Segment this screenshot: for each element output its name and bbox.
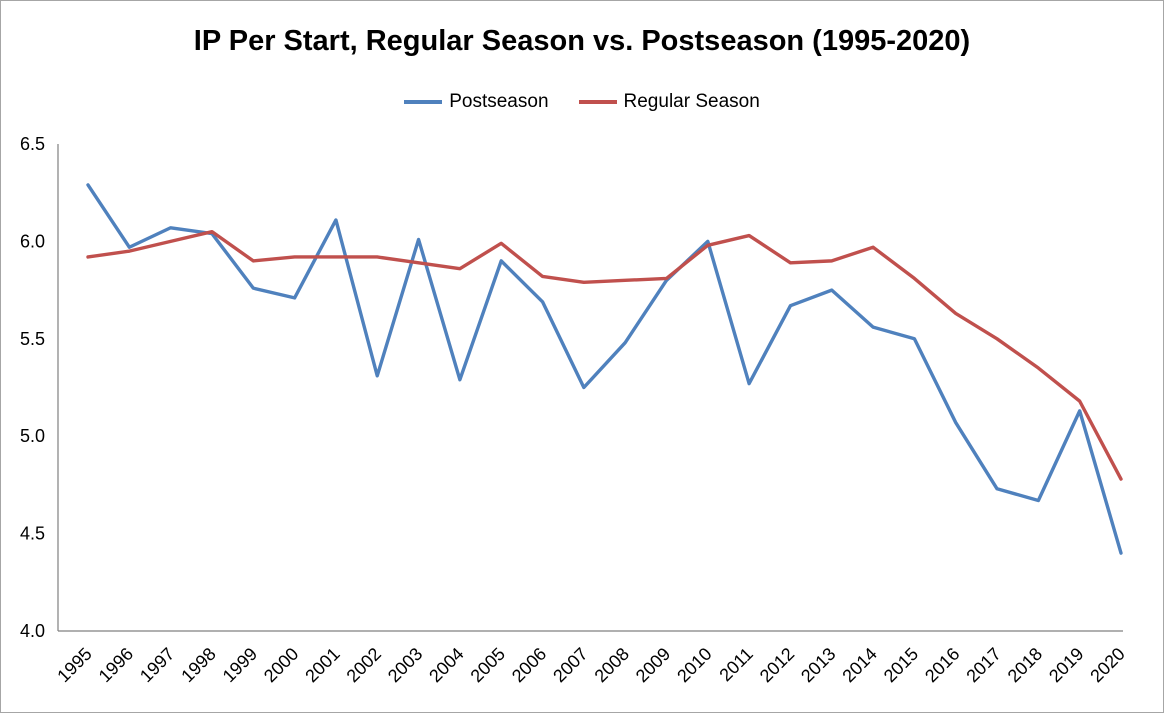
y-tick-label: 4.5 xyxy=(20,524,45,544)
x-tick-label: 2016 xyxy=(921,644,963,686)
x-tick-label: 2011 xyxy=(715,644,757,686)
chart-legend: Postseason Regular Season xyxy=(1,91,1163,113)
x-tick-label: 2015 xyxy=(880,644,922,686)
chart-title: IP Per Start, Regular Season vs. Postsea… xyxy=(193,25,971,57)
y-tick-label: 5.5 xyxy=(20,329,45,349)
x-tick-label: 2002 xyxy=(343,644,385,686)
x-tick-label: 2019 xyxy=(1045,644,1087,686)
x-tick-label: 1998 xyxy=(177,644,219,686)
y-tick-label: 5.0 xyxy=(20,426,45,446)
x-tick-label: 2013 xyxy=(797,644,839,686)
x-tick-label: 2006 xyxy=(508,644,550,686)
y-tick-label: 6.5 xyxy=(20,134,45,154)
x-tick-label: 2001 xyxy=(301,644,343,686)
y-tick-label: 6.0 xyxy=(20,231,45,251)
legend-item-postseason: Postseason xyxy=(404,91,549,113)
x-tick-label: 2008 xyxy=(591,644,633,686)
x-tick-label: 2014 xyxy=(838,644,880,686)
x-tick-label: 2020 xyxy=(1086,644,1128,686)
x-tick-label: 2003 xyxy=(384,644,426,686)
x-tick-label: 2004 xyxy=(425,644,467,686)
legend-label-regular-season: Regular Season xyxy=(623,91,760,112)
x-tick-label: 2005 xyxy=(467,644,509,686)
x-tick-label: 2009 xyxy=(632,644,674,686)
regular-season-line-swatch xyxy=(578,100,617,104)
x-tick-label: 2018 xyxy=(1004,644,1046,686)
x-tick-label: 2017 xyxy=(962,644,1004,686)
x-tick-label: 2010 xyxy=(673,644,715,686)
x-tick-label: 1997 xyxy=(136,644,178,686)
x-tick-label: 1999 xyxy=(219,644,261,686)
postseason-line xyxy=(86,183,1123,555)
legend-label-postseason: Postseason xyxy=(449,91,549,112)
x-tick-label: 2007 xyxy=(549,644,591,686)
x-tick-label: 2012 xyxy=(756,644,798,686)
regular-season-line xyxy=(86,229,1123,481)
x-tick-label: 1996 xyxy=(95,644,137,686)
y-tick-label: 4.0 xyxy=(20,621,45,641)
postseason-line-swatch xyxy=(404,100,443,104)
legend-item-regular-season: Regular Season xyxy=(578,91,760,113)
x-tick-label: 1995 xyxy=(53,644,95,686)
x-tick-label: 2000 xyxy=(260,644,302,686)
